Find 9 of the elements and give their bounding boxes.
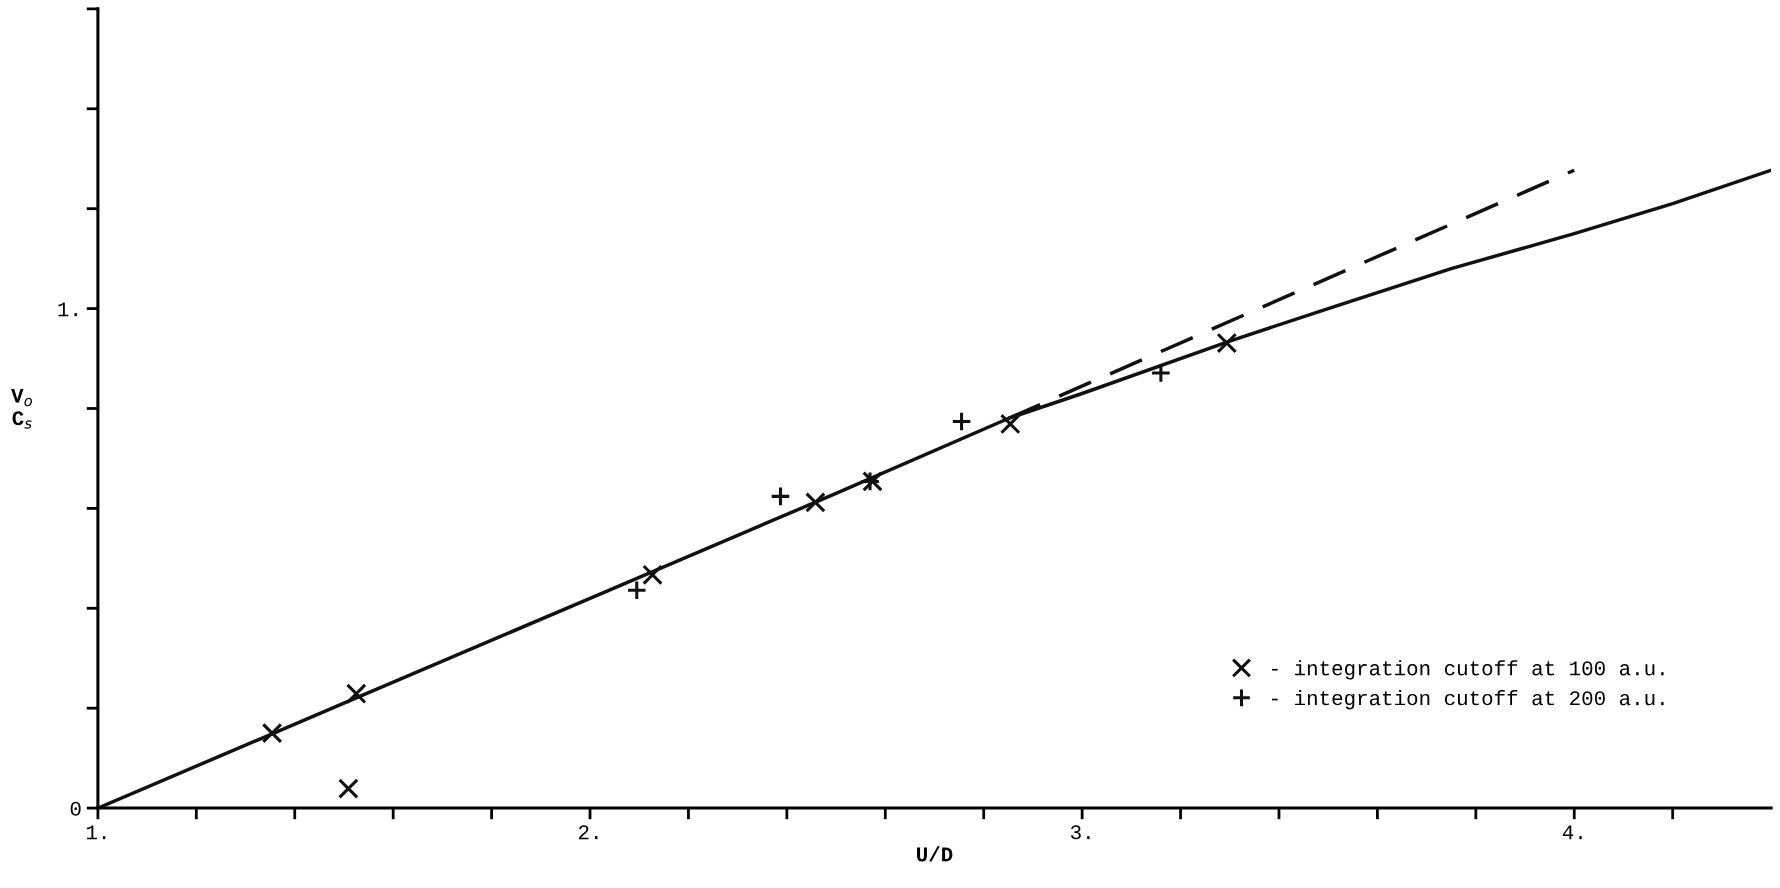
y-tick-label: 0	[70, 801, 81, 816]
y-axis-title: V$_{o}$ C$_{s}$	[11, 388, 33, 429]
legend-label: - integration cutoff at 200 a.u.	[1271, 689, 1664, 710]
x-tick-label: 4.	[1562, 825, 1582, 840]
x-tick-label: 1.	[86, 825, 106, 840]
x-tick-label: 3.	[1070, 825, 1090, 840]
x-tick-label: 2.	[578, 825, 598, 840]
legend-label: - integration cutoff at 100 a.u.	[1271, 660, 1664, 680]
x-axis-title: U/D	[917, 846, 953, 862]
